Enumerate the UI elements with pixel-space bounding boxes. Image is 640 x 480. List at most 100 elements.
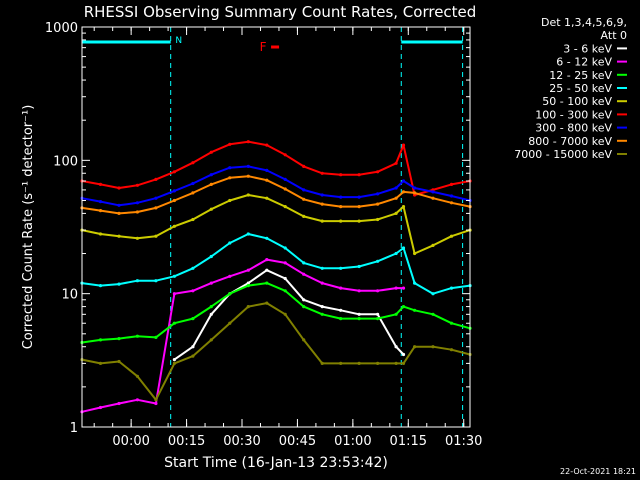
data-point xyxy=(302,197,306,201)
data-point xyxy=(246,174,250,178)
data-point xyxy=(320,312,324,316)
data-point xyxy=(320,219,324,223)
data-point xyxy=(401,286,406,290)
data-point xyxy=(431,312,435,316)
x-axis-label: Start Time (16-Jan-13 23:53:42) xyxy=(164,455,388,471)
data-point xyxy=(209,173,213,177)
data-point xyxy=(228,176,232,180)
x-tick-label: 01:15 xyxy=(390,434,427,449)
data-point xyxy=(357,312,361,316)
data-point xyxy=(283,261,287,265)
data-point xyxy=(401,205,406,209)
data-point xyxy=(98,284,103,288)
data-point xyxy=(413,345,417,349)
data-point xyxy=(283,205,287,209)
data-point xyxy=(302,164,306,168)
x-tick-label: 00:00 xyxy=(112,434,149,449)
data-point xyxy=(265,168,269,172)
data-point xyxy=(357,219,361,223)
data-point xyxy=(172,361,176,365)
data-point xyxy=(401,143,406,147)
data-point xyxy=(302,305,306,309)
y-axis-label: Corrected Count Rate (s⁻¹ detector⁻¹) xyxy=(21,105,36,350)
data-point xyxy=(135,374,139,378)
x-tick-label: 00:45 xyxy=(279,434,316,449)
data-point xyxy=(98,232,103,236)
y-tick-label: 1000 xyxy=(45,21,78,36)
x-tick-label: 00:30 xyxy=(223,434,260,449)
data-point xyxy=(302,272,306,276)
data-point xyxy=(98,182,103,186)
data-point xyxy=(401,190,406,194)
data-point xyxy=(413,308,417,312)
data-point xyxy=(117,211,121,215)
data-point xyxy=(283,177,287,181)
data-point xyxy=(154,196,158,200)
data-point xyxy=(246,284,250,288)
data-point xyxy=(413,191,417,195)
data-point xyxy=(135,236,139,240)
data-point xyxy=(154,177,158,181)
data-point xyxy=(376,361,380,365)
data-point xyxy=(172,321,176,325)
series-line xyxy=(173,269,405,361)
data-point xyxy=(209,207,213,211)
data-point xyxy=(302,298,306,302)
data-point xyxy=(431,292,435,296)
data-point xyxy=(376,192,380,196)
data-point xyxy=(376,317,380,321)
data-point xyxy=(98,200,103,204)
data-point xyxy=(246,305,250,309)
chart-title: RHESSI Observing Summary Count Rates, Co… xyxy=(84,3,477,21)
data-point xyxy=(154,398,158,402)
data-point xyxy=(117,203,121,207)
data-point xyxy=(246,232,250,236)
data-point xyxy=(394,361,398,365)
data-point xyxy=(135,334,139,338)
data-point xyxy=(228,292,232,296)
flare-flag-label: F xyxy=(260,40,267,54)
data-point xyxy=(339,173,343,177)
data-point xyxy=(320,361,324,365)
data-point xyxy=(172,170,176,174)
data-point xyxy=(191,161,195,165)
x-tick-label: 00:15 xyxy=(168,434,205,449)
plot-timestamp: 22-Oct-2021 18:21 xyxy=(560,467,636,476)
data-point xyxy=(191,266,195,270)
data-point xyxy=(394,251,398,256)
plot-frame xyxy=(81,26,471,428)
y-axis: 1 10 100 1000 xyxy=(45,21,470,436)
data-point xyxy=(283,289,287,293)
data-point xyxy=(394,161,398,165)
data-point xyxy=(209,254,213,259)
data-point xyxy=(357,173,361,177)
data-point xyxy=(413,281,417,285)
legend-label: 50 - 100 keV xyxy=(542,95,612,108)
x-tick-label: 01:30 xyxy=(445,434,482,449)
data-point xyxy=(265,143,269,147)
data-point xyxy=(283,153,287,157)
data-point xyxy=(265,268,269,272)
data-point xyxy=(228,241,232,245)
data-point xyxy=(135,279,139,283)
data-point xyxy=(320,266,324,270)
data-point xyxy=(339,317,343,321)
data-point xyxy=(172,292,176,296)
data-point xyxy=(401,305,406,309)
legend-label: 7000 - 15000 keV xyxy=(514,148,612,161)
data-point xyxy=(265,236,269,240)
data-point xyxy=(376,312,380,316)
data-point xyxy=(246,268,250,272)
data-point xyxy=(394,286,398,290)
data-point xyxy=(302,338,306,342)
data-point xyxy=(209,281,213,285)
data-point xyxy=(339,286,343,290)
data-point xyxy=(394,186,398,190)
legend-header: Att 0 xyxy=(601,29,627,42)
data-point xyxy=(357,205,361,209)
data-point xyxy=(431,190,435,194)
data-point xyxy=(339,308,343,312)
data-point xyxy=(228,321,232,325)
legend-label: 300 - 800 keV xyxy=(535,122,612,135)
